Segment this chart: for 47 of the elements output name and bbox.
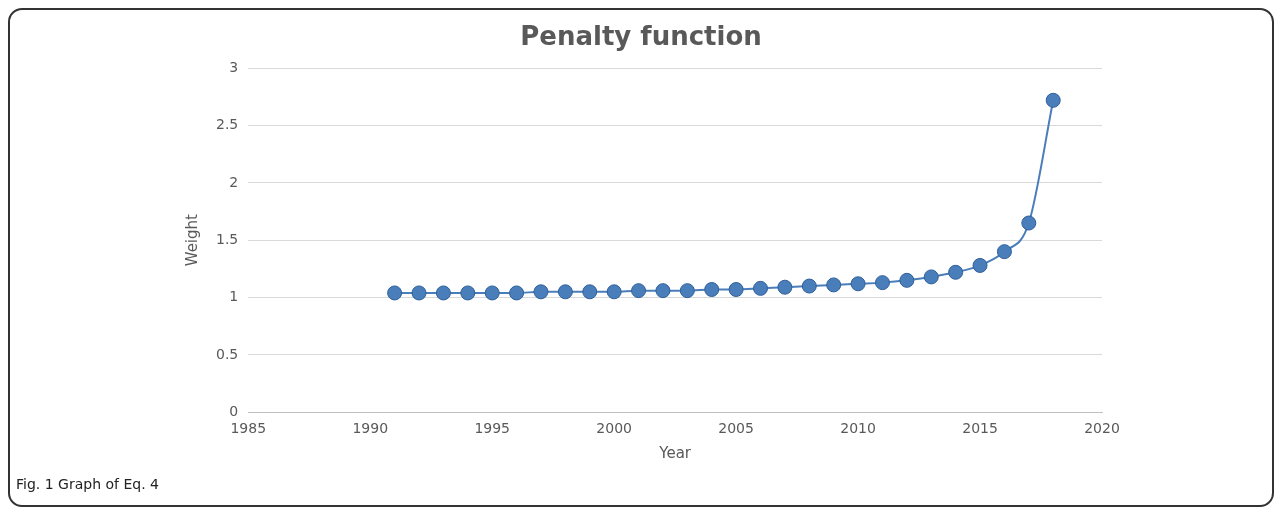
point [435,285,451,301]
x-tick-label: 1990 [352,420,389,437]
x-tick-label: 2020 [1084,420,1120,437]
y-tick-label: 0 [229,402,239,419]
chart-title: Penalty function [520,21,762,52]
y-tick-label: 1 [229,288,239,305]
y-tick-label: 2.5 [216,116,239,133]
point [948,264,964,280]
x-tick-label: 2000 [596,420,632,437]
point [874,275,890,291]
y-axis-title: Weight [182,213,201,267]
caption: Fig. 1 Graph of Eq. 4 [16,476,159,492]
x-tick-label: 2015 [962,420,998,437]
point [728,282,744,298]
x-tick-label: 1995 [474,420,511,437]
x-tick-label: 2005 [718,420,754,437]
point [387,285,403,301]
point [972,257,988,273]
point [996,244,1012,260]
point [631,283,647,299]
point [899,272,915,288]
point [460,285,476,301]
point [777,279,793,295]
point [655,283,671,299]
point [509,285,525,301]
y-tick-label: 0.5 [216,345,239,362]
point [753,280,769,296]
point [557,284,573,300]
point [1045,92,1061,108]
point [704,282,720,298]
y-tick-label: 2 [229,173,239,190]
point [484,285,500,301]
y-tick-label: 1.5 [216,230,239,247]
point [679,283,695,299]
point [923,269,939,285]
point [826,277,842,293]
point [582,284,598,300]
point [606,284,622,300]
x-axis-title: Year [658,443,692,462]
y-tick-label: 3 [229,58,239,75]
point [533,284,549,300]
point [411,285,427,301]
point [1021,215,1037,231]
x-tick-label: 2010 [840,420,876,437]
point [801,278,817,294]
point [850,276,866,292]
x-tick-label: 1985 [230,420,267,437]
